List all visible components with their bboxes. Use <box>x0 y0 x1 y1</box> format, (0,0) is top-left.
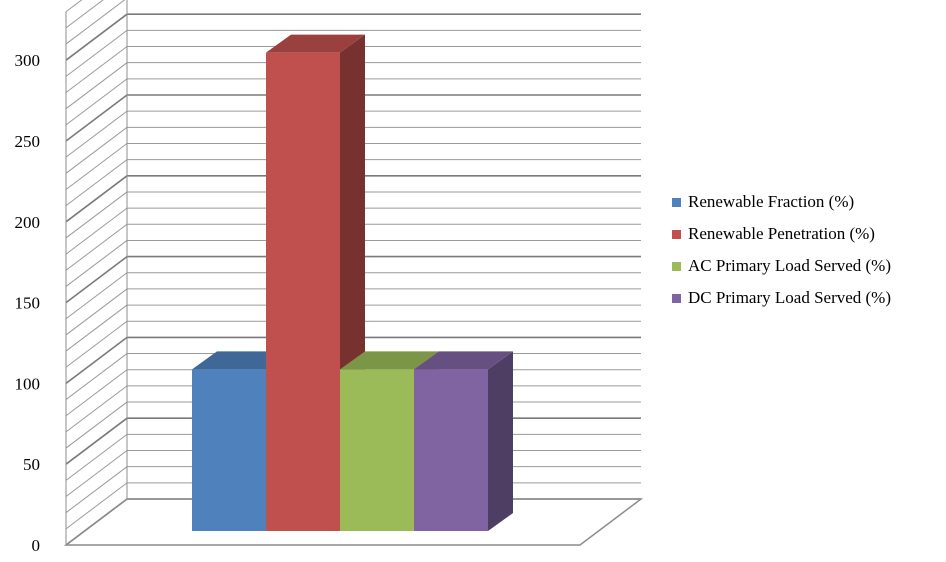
y-tick-label: 100 <box>15 374 41 393</box>
y-tick-label: 50 <box>23 455 40 474</box>
gridline-side <box>65 13 128 61</box>
gridline-side <box>65 62 128 110</box>
gridline-side <box>65 29 128 77</box>
gridline-side <box>65 240 128 287</box>
legend: Renewable Fraction (%) Renewable Penetrat… <box>672 186 891 314</box>
gridline-side <box>65 223 128 271</box>
bar <box>414 369 488 531</box>
y-tick-label: 150 <box>15 294 41 313</box>
gridline-side <box>65 126 128 174</box>
legend-swatch <box>672 197 681 207</box>
gridline-side <box>65 46 128 93</box>
floor <box>63 498 644 546</box>
gridline-side <box>65 175 128 223</box>
gridline-side <box>65 466 128 514</box>
gridline-side <box>65 336 128 385</box>
legend-item: Renewable Fraction (%) <box>672 186 891 218</box>
y-tick-label: 0 <box>32 536 41 555</box>
bar-top <box>266 34 365 53</box>
legend-item: DC Primary Load Served (%) <box>672 282 891 314</box>
gridline-side <box>65 255 128 304</box>
gridline-side <box>65 369 128 417</box>
legend-label: AC Primary Load Served (%) <box>688 256 892 275</box>
bar-top <box>340 351 439 370</box>
legend-swatch <box>672 293 681 303</box>
gridline-side <box>65 0 126 45</box>
bar <box>340 369 414 531</box>
gridline-side <box>65 304 128 352</box>
gridline-side <box>65 159 128 207</box>
y-tick-label: 250 <box>15 132 41 151</box>
gridline-side <box>65 0 104 29</box>
legend-swatch <box>672 229 681 239</box>
gridline-side <box>65 0 83 13</box>
gridline-side <box>65 482 128 530</box>
y-tick-label: 300 <box>15 51 41 70</box>
gridline-side <box>65 288 128 336</box>
gridline-side <box>65 401 128 449</box>
gridline-side <box>65 78 128 126</box>
gridline-side <box>65 272 128 320</box>
gridline-side <box>65 353 128 400</box>
gridline-side <box>65 450 128 497</box>
gridline-side <box>65 385 128 433</box>
legend-swatch <box>672 261 681 271</box>
bar-top <box>414 351 513 370</box>
gridline-side <box>65 417 128 465</box>
gridline-side <box>65 433 128 481</box>
bar-side <box>488 351 513 531</box>
y-tick-label: 200 <box>15 213 41 232</box>
gridline-side <box>65 191 128 239</box>
bar <box>266 52 340 531</box>
legend-label: Renewable Penetration (%) <box>688 224 875 243</box>
legend-label: Renewable Fraction (%) <box>688 192 855 211</box>
gridline-side <box>65 143 128 190</box>
gridline-side <box>65 110 128 158</box>
legend-item: AC Primary Load Served (%) <box>672 250 891 282</box>
legend-item: Renewable Penetration (%) <box>672 218 891 250</box>
gridline-side <box>65 207 128 255</box>
gridline-side <box>65 320 128 368</box>
gridline-side <box>65 94 128 142</box>
legend-label: DC Primary Load Served (%) <box>688 288 892 307</box>
bar <box>192 369 266 531</box>
